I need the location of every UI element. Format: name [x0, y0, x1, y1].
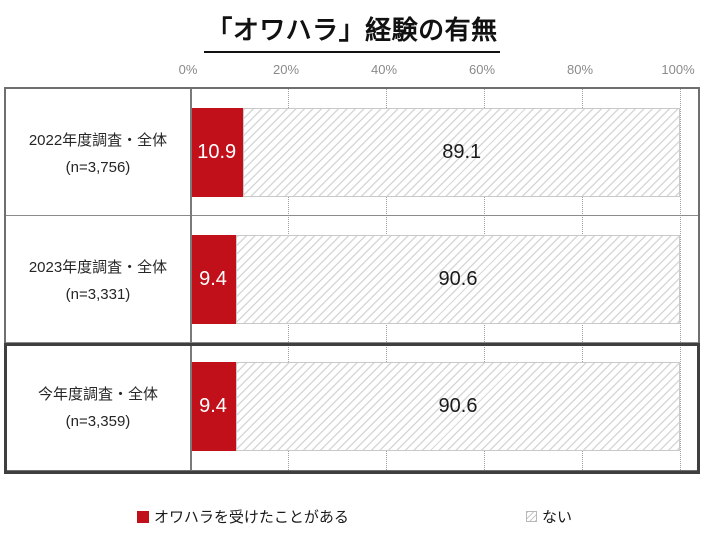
bar-track: 10.9 89.1	[190, 108, 680, 197]
gridline-100	[680, 89, 681, 470]
value-label-yes: 9.4	[199, 268, 227, 290]
category-label-line2: (n=3,331)	[65, 285, 131, 303]
bar-segment-yes: 10.9	[190, 108, 244, 197]
bar-segment-yes: 9.4	[190, 362, 237, 451]
chart-row: 今年度調査・全体 (n=3,359) 9.4 90.6	[6, 343, 698, 470]
category-label-line1: 2023年度調査・全体	[28, 258, 168, 276]
chart-row: 2023年度調査・全体 (n=3,331) 9.4 90.6	[6, 216, 698, 343]
value-label-yes: 10.9	[197, 141, 237, 163]
value-label-no: 89.1	[442, 141, 482, 163]
axis-tick-60: 60%	[468, 62, 496, 77]
bar-segment-no: 90.6	[236, 235, 680, 324]
bar-track: 9.4 90.6	[190, 235, 680, 324]
legend-item-no: ない	[526, 506, 572, 527]
axis-tick-0: 0%	[178, 62, 198, 77]
rows-container: 2022年度調査・全体 (n=3,756) 10.9 89.1 2023年度調査…	[6, 89, 698, 470]
category-label-line2: (n=3,359)	[65, 413, 131, 430]
axis-tick-20: 20%	[272, 62, 300, 77]
page-title: 「オワハラ」経験の有無	[204, 10, 500, 53]
category-label-line1: 今年度調査・全体	[37, 386, 158, 403]
category-label: 2023年度調査・全体 (n=3,331)	[6, 216, 190, 342]
legend: オワハラを受けたことがある ない	[0, 506, 704, 532]
value-label-no: 90.6	[438, 395, 478, 417]
axis-tick-40: 40%	[370, 62, 398, 77]
title-wrap: 「オワハラ」経験の有無	[0, 10, 704, 53]
category-label-line2: (n=3,756)	[65, 158, 131, 176]
bar-track: 9.4 90.6	[190, 362, 680, 451]
zero-axis-line	[190, 89, 192, 470]
value-label-no: 90.6	[438, 268, 478, 290]
category-label-line1: 2022年度調査・全体	[28, 131, 168, 149]
legend-swatch-hatched-square-icon	[526, 511, 537, 522]
legend-label-yes: オワハラを受けたことがある	[154, 509, 349, 526]
chart-row: 2022年度調査・全体 (n=3,756) 10.9 89.1	[6, 89, 698, 216]
legend-swatch-red-square-icon	[137, 510, 149, 523]
plot-area: 2022年度調査・全体 (n=3,756) 10.9 89.1 2023年度調査…	[4, 87, 700, 474]
bar-segment-no: 90.6	[236, 362, 680, 451]
axis-tick-100: 100%	[661, 62, 695, 77]
legend-item-yes: オワハラを受けたことがある	[137, 506, 349, 527]
axis-tick-80: 80%	[566, 62, 594, 77]
category-label: 2022年度調査・全体 (n=3,756)	[6, 89, 190, 215]
category-label: 今年度調査・全体 (n=3,359)	[6, 343, 190, 470]
bar-segment-yes: 9.4	[190, 235, 237, 324]
legend-label-no: ない	[542, 509, 573, 526]
bar-segment-no: 89.1	[243, 108, 680, 197]
value-label-yes: 9.4	[199, 395, 227, 417]
